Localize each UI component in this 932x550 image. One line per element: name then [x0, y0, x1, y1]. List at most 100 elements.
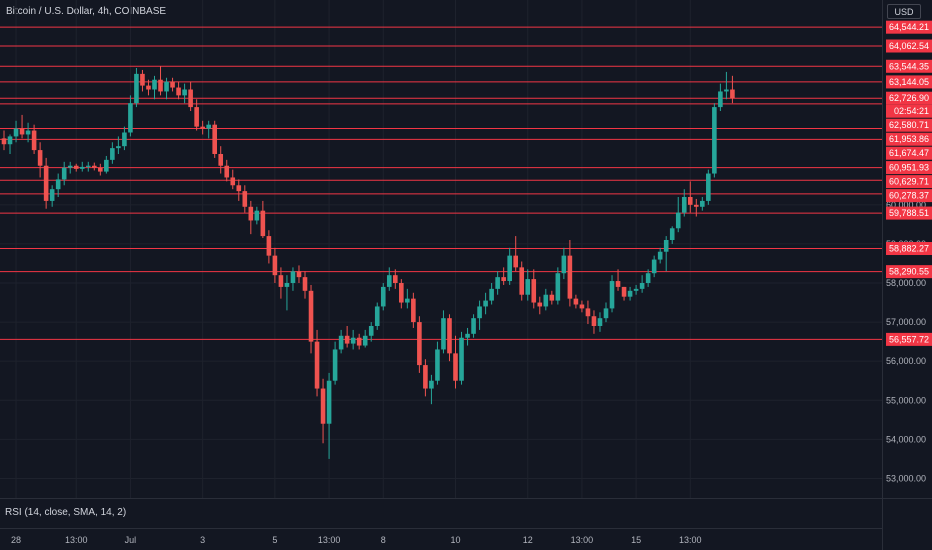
x-tick-label: 28: [11, 535, 21, 545]
candle: [122, 126, 127, 151]
level-price-tag[interactable]: 64,544.21: [886, 20, 932, 34]
candle: [471, 314, 476, 338]
candle: [393, 269, 398, 289]
candle-body: [591, 316, 597, 326]
candle-body: [621, 286, 627, 297]
candle: [411, 292, 416, 328]
candle: [495, 271, 500, 295]
x-tick-label: 13:00: [571, 535, 594, 545]
candle: [429, 374, 434, 405]
candle: [573, 294, 579, 309]
candle: [380, 283, 386, 311]
currency-button[interactable]: USD: [887, 4, 921, 19]
candle: [332, 341, 338, 385]
level-price-tag[interactable]: 60,629.71: [886, 175, 932, 189]
candle-body: [519, 267, 525, 295]
candle-body: [411, 298, 416, 323]
candle: [37, 142, 43, 178]
level-price-tag[interactable]: 62,726.90: [886, 91, 932, 105]
candle: [615, 269, 621, 291]
level-price-tag[interactable]: 56,557.72: [886, 332, 932, 346]
candle-body: [254, 210, 260, 221]
candle-body: [200, 126, 205, 129]
candle: [609, 275, 615, 313]
candle: [362, 329, 368, 348]
x-tick-label: 15: [631, 535, 641, 545]
candle-body: [242, 191, 248, 207]
level-tag-text: 63,544.35: [889, 61, 929, 71]
candle-body: [308, 290, 314, 342]
candle-body: [441, 318, 446, 350]
candle-body: [675, 212, 681, 229]
candle-body: [188, 89, 193, 108]
level-price-tag[interactable]: 59,788.51: [886, 206, 932, 220]
level-price-tag[interactable]: 61,953.86: [886, 132, 932, 146]
x-tick-label: 12: [523, 535, 533, 545]
level-price-tag[interactable]: 60,951.93: [886, 161, 932, 175]
candle-body: [19, 128, 25, 135]
candle-body: [507, 255, 512, 282]
level-tag-bg: [886, 75, 932, 89]
candle: [399, 279, 404, 309]
x-tick-label: 3: [200, 535, 205, 545]
level-price-tag[interactable]: 58,290.55: [886, 265, 932, 279]
rsi-indicator-label[interactable]: RSI (14, close, SMA, 14, 2): [5, 507, 127, 518]
candle: [170, 77, 175, 92]
y-tick-label: 54,000.00: [886, 434, 926, 444]
level-tag-text: 62,726.90: [889, 93, 929, 103]
candle-body: [724, 89, 729, 92]
candle-body: [344, 335, 350, 344]
candle-body: [296, 271, 302, 278]
candle-body: [663, 240, 669, 252]
candle: [579, 300, 585, 313]
level-price-tag[interactable]: 63,544.35: [886, 59, 932, 73]
level-price-tag[interactable]: 58,882.27: [886, 242, 932, 256]
level-price-tag[interactable]: 62,580.71: [886, 118, 932, 132]
candle: [92, 162, 97, 171]
candle: [260, 200, 266, 239]
candle-body: [49, 189, 55, 201]
candle: [386, 267, 392, 291]
candle-body: [61, 167, 67, 180]
candle: [700, 197, 705, 211]
candle-body: [194, 107, 199, 127]
y-tick-label: 56,000.00: [886, 356, 926, 366]
candle-body: [73, 165, 79, 169]
candle-body: [380, 286, 386, 307]
candle-body: [170, 81, 175, 88]
candle-body: [423, 365, 428, 389]
level-price-tag[interactable]: 60,278.37: [886, 189, 932, 203]
candle: [67, 161, 73, 174]
candle-body: [182, 89, 187, 96]
candle: [110, 142, 115, 164]
candle-body: [459, 337, 464, 381]
candle: [657, 247, 663, 264]
candle-body: [694, 204, 699, 207]
candle: [405, 288, 410, 309]
x-tick-label: 8: [381, 535, 386, 545]
level-price-tag[interactable]: 63,144.05: [886, 75, 932, 89]
candle: [675, 197, 681, 233]
candle-body: [284, 283, 290, 287]
candle: [248, 200, 254, 235]
candle-body: [248, 206, 254, 221]
x-tick-label: 13:00: [679, 535, 702, 545]
time-axis[interactable]: 28 13:00 Jul 3 5 13:00 8 10 12 13:00 15 13:00: [11, 535, 702, 545]
candle-body: [712, 107, 717, 174]
candle: [483, 292, 488, 315]
candle-body: [393, 275, 398, 283]
candle: [61, 161, 67, 186]
level-tag-text: 58,290.55: [889, 267, 929, 277]
level-tag-bg: [886, 242, 932, 256]
candle-body: [579, 304, 585, 309]
candle: [633, 284, 639, 295]
candle: [188, 81, 193, 111]
level-price-tag[interactable]: 61,674.47: [886, 146, 932, 160]
level-price-tag[interactable]: 64,062.54: [886, 39, 932, 53]
candle-body: [615, 281, 621, 287]
candle-body: [79, 166, 85, 169]
candle-body: [290, 271, 296, 283]
candle-body: [278, 275, 284, 287]
